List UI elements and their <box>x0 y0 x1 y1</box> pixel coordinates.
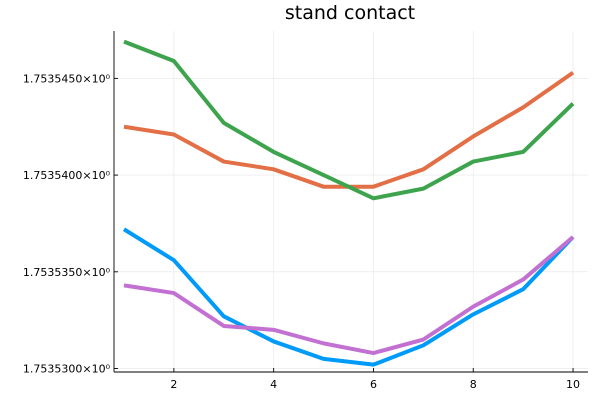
x-tick-label: 10 <box>566 378 580 391</box>
series-line-3 <box>123 39 575 201</box>
grid <box>114 31 588 372</box>
series-lines <box>122 39 575 367</box>
y-tick-label: 1.7535350×10⁰ <box>23 266 111 279</box>
x-tick-label: 4 <box>270 378 277 391</box>
axes <box>113 31 588 373</box>
x-tick-label: 8 <box>470 378 477 391</box>
tick-labels: 2 4 6 8 10 1.7535300×10⁰ 1.7535350×10⁰ 1.753540… <box>23 72 580 391</box>
series-line-4 <box>123 235 575 356</box>
x-tick-label: 6 <box>370 378 377 391</box>
series-line-1 <box>122 227 575 367</box>
y-tick-label: 1.7535400×10⁰ <box>23 169 111 182</box>
y-tick-label: 1.7535300×10⁰ <box>23 363 111 376</box>
x-tick-label: 2 <box>170 378 177 391</box>
y-tick-label: 1.7535450×10⁰ <box>23 72 111 85</box>
chart-title: stand contact <box>285 2 415 24</box>
